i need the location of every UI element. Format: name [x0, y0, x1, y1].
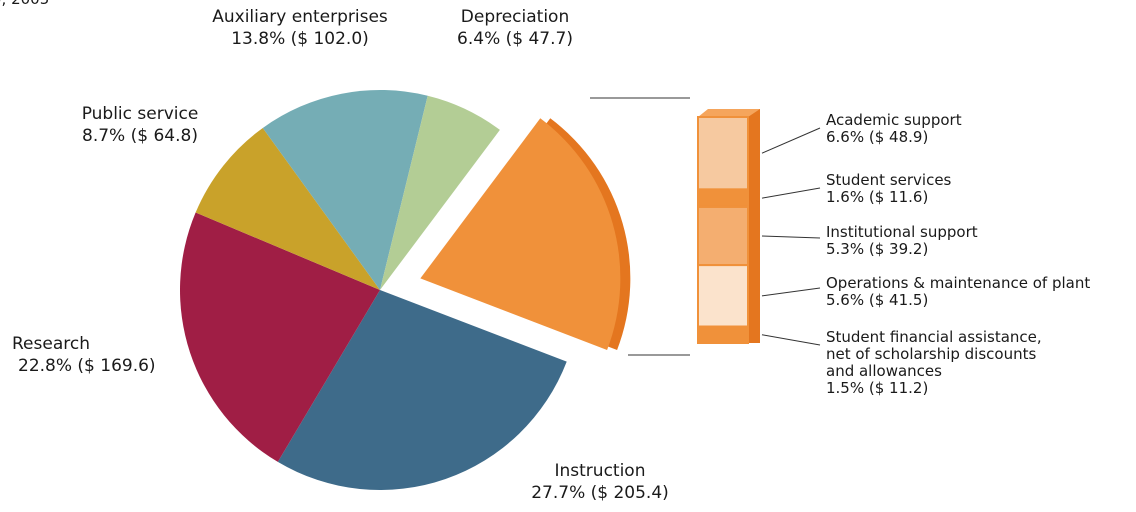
- slice-value-label: 22.8% ($ 169.6): [18, 356, 156, 376]
- pie-slice: [262, 90, 428, 291]
- leader-line: [761, 127, 821, 154]
- leader-line: [761, 287, 821, 297]
- bar-label: Institutional support 5.3% ($ 39.2): [826, 224, 1136, 258]
- slice-value-label: 6.4% ($ 47.7): [457, 29, 573, 49]
- chart-title: 5, 2005: [0, 0, 49, 10]
- pie-slice: [195, 127, 380, 290]
- bar-label: Student services 1.6% ($ 11.6): [826, 172, 1136, 206]
- slice-value-label: 27.7% ($ 205.4): [531, 483, 669, 503]
- slice-value-label: 13.8% ($ 102.0): [231, 29, 369, 49]
- bar-label: Student financial assistance, net of sch…: [826, 329, 1056, 397]
- leader-line: [761, 334, 821, 346]
- slice-label: Depreciation 6.4% ($ 47.7): [457, 7, 573, 49]
- exploded-slice: [420, 118, 621, 351]
- bar-label: Academic support 6.6% ($ 48.9): [826, 112, 1136, 146]
- bar-side: [748, 109, 760, 343]
- bar-top: [698, 109, 760, 117]
- slice-label: Research 22.8% ($ 169.6): [12, 334, 156, 376]
- bar-segment: [697, 116, 749, 191]
- bar-label: Operations & maintenance of plant 5.6% ($…: [826, 275, 1136, 309]
- bar-value-label: 5.6% ($ 41.5): [826, 291, 929, 309]
- bar-segment: [697, 205, 749, 267]
- bar-segment: [697, 264, 749, 328]
- bar-value-label: 1.6% ($ 11.6): [826, 188, 929, 206]
- pie-slice: [180, 212, 380, 462]
- pie-slice: [380, 95, 500, 290]
- bar-value-label: 1.5% ($ 11.2): [826, 379, 929, 397]
- leader-line: [761, 187, 821, 199]
- bar-value-label: 5.3% ($ 39.2): [826, 240, 929, 258]
- slice-value-label: 8.7% ($ 64.8): [82, 126, 198, 146]
- bar-value-label: 6.6% ($ 48.9): [826, 128, 929, 146]
- slice-label: Public service 8.7% ($ 64.8): [81, 104, 199, 146]
- pie-slice: [277, 290, 567, 491]
- leader-line: [761, 235, 821, 239]
- slice-label: Instruction 27.7% ($ 205.4): [531, 461, 669, 503]
- bar-segment: [697, 325, 749, 345]
- bar-segment: [697, 188, 749, 208]
- slice-label: Auxiliary enterprises 13.8% ($ 102.0): [212, 7, 388, 49]
